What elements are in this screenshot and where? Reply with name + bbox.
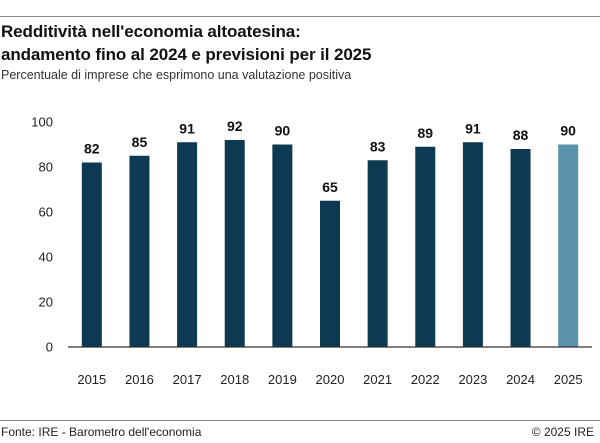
bar bbox=[415, 146, 436, 347]
data-labels-group: 82 85 91 92 90 65 83 89 91 88 90 bbox=[84, 118, 576, 195]
copyright-note: © 2025 IRE bbox=[531, 425, 594, 439]
bar-value-label: 89 bbox=[417, 125, 433, 141]
x-tick-label: 2015 bbox=[77, 372, 106, 387]
bar bbox=[272, 144, 293, 347]
bar bbox=[129, 155, 150, 347]
chart-title-line-2: andamento fino al 2024 e previsioni per … bbox=[1, 45, 372, 64]
y-tick-label: 100 bbox=[31, 115, 53, 130]
x-tick-label: 2024 bbox=[506, 372, 535, 387]
chart-subtitle: Percentuale di imprese che esprimono una… bbox=[1, 68, 352, 82]
bar bbox=[177, 142, 198, 347]
bar-forecast bbox=[558, 144, 579, 347]
x-tick-label: 2025 bbox=[554, 372, 583, 387]
y-tick-label: 60 bbox=[39, 205, 53, 220]
bar-value-label: 91 bbox=[179, 120, 195, 136]
y-tick-label: 0 bbox=[46, 340, 53, 355]
x-tick-label: 2019 bbox=[268, 372, 297, 387]
y-tick-label: 20 bbox=[39, 295, 53, 310]
bar bbox=[81, 162, 102, 347]
x-tick-label: 2022 bbox=[411, 372, 440, 387]
y-axis: 0 20 40 60 80 100 bbox=[31, 115, 53, 355]
bar-value-label: 91 bbox=[465, 120, 481, 136]
y-tick-label: 80 bbox=[39, 160, 53, 175]
bar bbox=[320, 200, 340, 347]
bar bbox=[462, 142, 483, 347]
bar-value-label: 92 bbox=[227, 118, 243, 134]
x-tick-label: 2017 bbox=[173, 372, 202, 387]
bar-value-label: 85 bbox=[132, 134, 148, 150]
chart-title: Redditività nell'economia altoatesina: a… bbox=[1, 20, 561, 66]
bars-group bbox=[81, 140, 579, 347]
bar-value-label: 90 bbox=[275, 123, 291, 139]
top-divider bbox=[0, 16, 600, 17]
x-tick-label: 2016 bbox=[125, 372, 154, 387]
bar bbox=[510, 149, 531, 347]
bar-value-label: 90 bbox=[560, 123, 576, 139]
bar-value-label: 88 bbox=[513, 127, 529, 143]
bar bbox=[367, 160, 388, 347]
x-tick-label: 2020 bbox=[316, 372, 345, 387]
y-tick-label: 40 bbox=[39, 250, 53, 265]
source-note: Fonte: IRE - Barometro dell'economia bbox=[1, 425, 202, 439]
x-tick-label: 2018 bbox=[220, 372, 249, 387]
x-axis: 2015 2016 2017 2018 2019 2020 2021 2022 2023 2024… bbox=[68, 346, 592, 387]
x-tick-label: 2023 bbox=[458, 372, 487, 387]
bar-value-label: 65 bbox=[322, 179, 338, 195]
chart-title-line-1: Redditività nell'economia altoatesina: bbox=[1, 22, 301, 41]
bar-value-label: 83 bbox=[370, 138, 386, 154]
bar-value-label: 82 bbox=[84, 141, 100, 157]
x-tick-label: 2021 bbox=[363, 372, 392, 387]
bar bbox=[224, 140, 245, 347]
bottom-divider bbox=[0, 420, 600, 421]
